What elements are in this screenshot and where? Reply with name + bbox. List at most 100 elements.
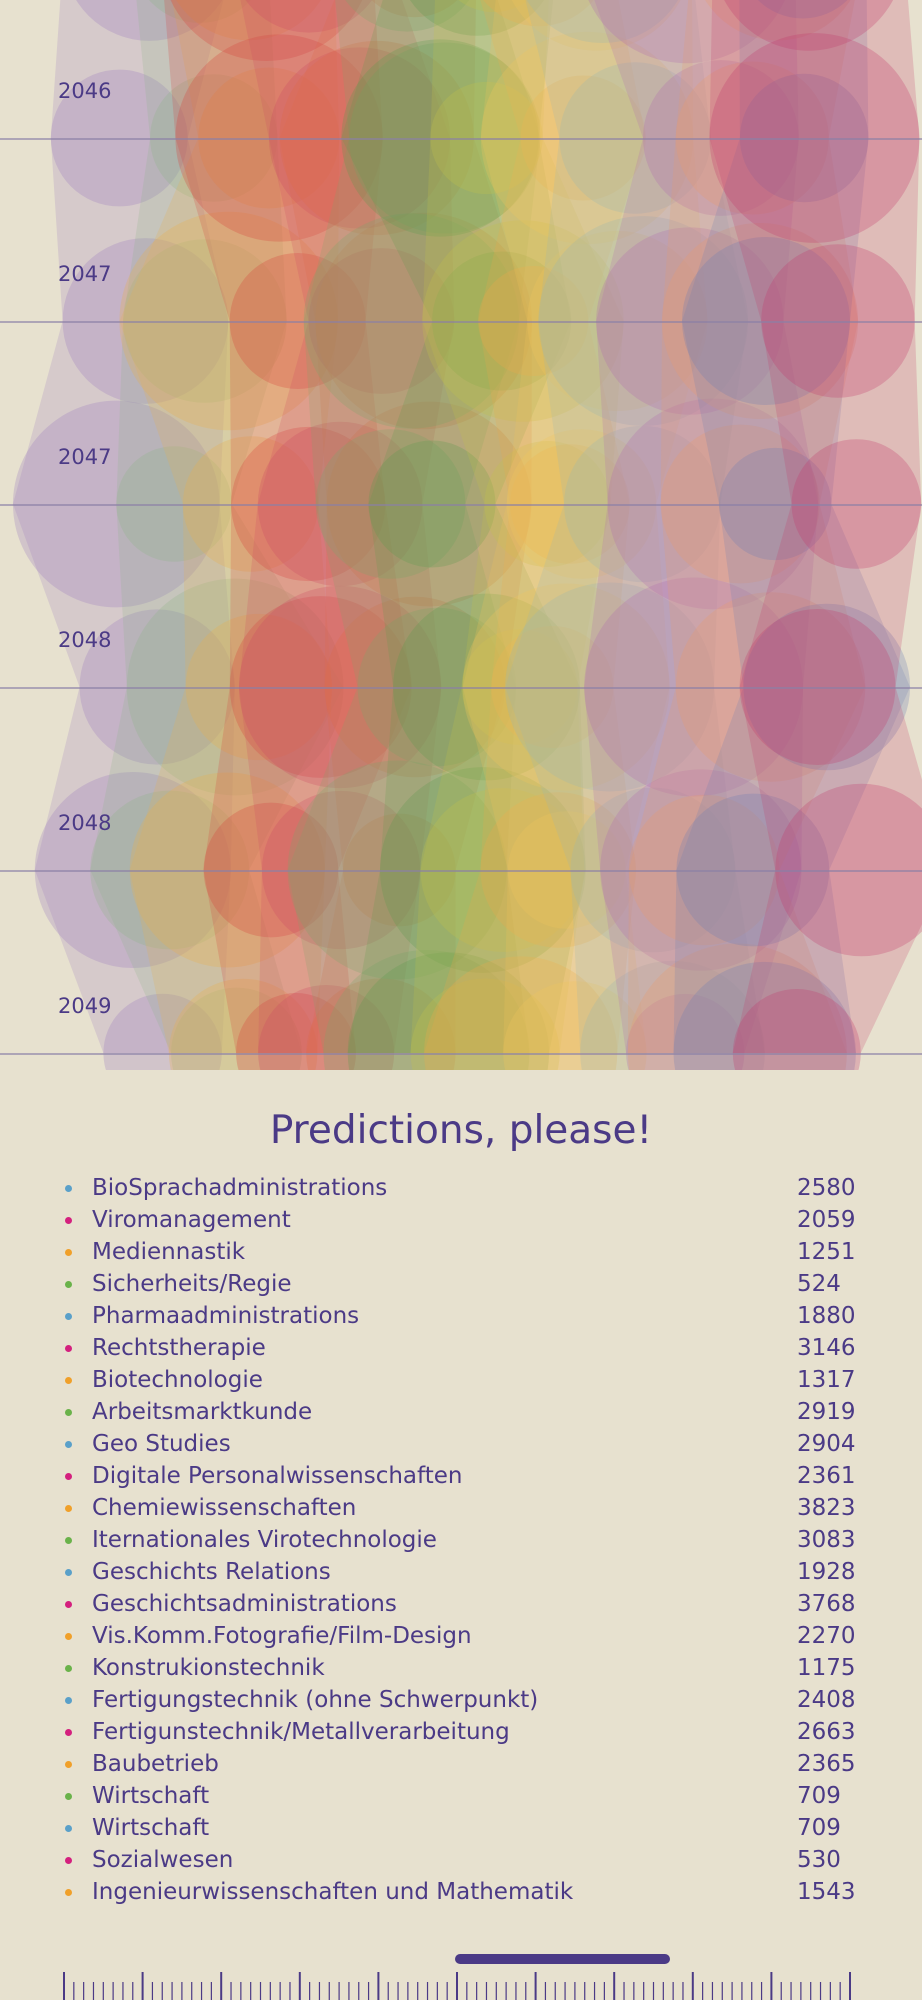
bubble (182, 436, 319, 572)
bubble (503, 981, 647, 1070)
bubble (149, 0, 251, 23)
bubble (410, 978, 560, 1070)
legend-item-name: Baubetrieb (92, 1751, 219, 1777)
bubble (198, 67, 340, 209)
legend-item: Fertigungstechnik (ohne Schwerpunkt) 2408 (62, 1684, 862, 1716)
bubble-band (627, 0, 866, 1053)
legend-item-name: Mediennastik (92, 1239, 246, 1265)
bubble (510, 444, 630, 564)
legend-item-name: Arbeitsmarktkunde (92, 1399, 313, 1425)
legend-dot-icon (65, 1665, 72, 1672)
bubble (580, 960, 765, 1070)
bubble (484, 440, 611, 568)
legend-item: Mediennastik 1251 (62, 1236, 862, 1268)
bubble (258, 985, 395, 1070)
bubble-band (424, 0, 646, 1053)
prediction-bubble-visualization (0, 0, 922, 1070)
bubble (505, 582, 715, 792)
bubble (559, 62, 711, 214)
legend-item: Konstrukionstechnik 1175 (62, 1652, 862, 1684)
bubble (743, 603, 911, 771)
legend-item-name: Geo Studies (92, 1431, 231, 1457)
legend-dot-icon (65, 1857, 72, 1864)
bubble (175, 34, 383, 242)
bubble (626, 993, 745, 1070)
bubble (324, 596, 506, 778)
bubble (245, 0, 373, 33)
legend-item-name: Pharmaadministrations (92, 1303, 360, 1329)
bubble (168, 978, 318, 1070)
bubble (478, 265, 589, 377)
bubble (732, 989, 861, 1070)
bubble (705, 0, 851, 41)
bubble (596, 227, 784, 415)
bubble (343, 813, 456, 927)
bubble (584, 577, 804, 797)
bubble (462, 583, 670, 791)
legend-item-name: Konstrukionstechnik (92, 1655, 325, 1681)
bubble (76, 0, 223, 41)
legend-dot-icon (65, 1249, 72, 1256)
legend-item-value: 2663 (797, 1719, 856, 1745)
legend-item-name: Iternationales Virotechnologie (92, 1527, 437, 1553)
bubble (422, 220, 624, 422)
bubble (287, 760, 507, 980)
legend-item-value: 1928 (797, 1559, 856, 1585)
bubble-band (279, 0, 532, 1053)
legend-item-value: 1317 (797, 1367, 856, 1393)
legend-item-name: Vis.Komm.Fotografie/Film-Design (92, 1623, 472, 1649)
bubble (170, 0, 363, 61)
bubble (349, 42, 541, 234)
legend-item-name: Fertigunstechnik/Metallverarbeitung (92, 1719, 510, 1745)
timeline-scrubber[interactable] (0, 1945, 922, 2000)
legend-dot-icon (65, 1825, 72, 1832)
legend-dot-icon (65, 1569, 72, 1576)
bubble-band (709, 0, 922, 1053)
legend-dot-icon (65, 1377, 72, 1384)
legend-item-name: Wirtschaft (92, 1815, 210, 1841)
legend-item: Geschichtsadministrations 3768 (62, 1588, 862, 1620)
bubble (480, 31, 694, 245)
bubble (176, 0, 321, 41)
bubble-band (164, 0, 412, 1053)
bubble (607, 398, 819, 610)
bubble (483, 0, 594, 27)
page-title: Predictions, please! (269, 1108, 653, 1153)
legend-item-name: Sicherheits/Regie (92, 1271, 292, 1297)
legend-item-value: 1251 (797, 1239, 856, 1265)
bubble (719, 447, 832, 561)
bubble (588, 0, 786, 64)
legend-item: Iternationales Virotechnologie 3083 (62, 1524, 862, 1556)
legend-item-value: 530 (797, 1847, 841, 1873)
legend-dot-icon (65, 1185, 72, 1192)
legend-dot-icon (65, 1217, 72, 1224)
scrubber-handle[interactable] (455, 1954, 670, 1964)
legend-item: Fertigunstechnik/Metallverarbeitung 2663 (62, 1716, 862, 1748)
legend-item-name: Digitale Personalwissenschaften (92, 1463, 463, 1489)
year-gridlines (0, 138, 922, 1055)
legend-item-name: Biotechnologie (92, 1367, 263, 1393)
legend-item-value: 1175 (797, 1655, 856, 1681)
year-label: 2047 (58, 262, 112, 286)
legend-dot-icon (65, 1537, 72, 1544)
legend-item-name: Fertigungstechnik (ohne Schwerpunkt) (92, 1687, 539, 1713)
legend-item-value: 2408 (797, 1687, 856, 1713)
legend-item-name: Rechtstherapie (92, 1335, 266, 1361)
legend-item-value: 709 (797, 1815, 841, 1841)
bubble (791, 439, 922, 569)
legend-item-name: Viromanagement (92, 1207, 291, 1233)
legend-item: Rechtstherapie 3146 (62, 1332, 862, 1364)
bubble (347, 952, 550, 1070)
legend-item-value: 3768 (797, 1591, 856, 1617)
legend-item-value: 524 (797, 1271, 841, 1297)
bubble (709, 33, 920, 243)
legend-item-name: Geschichts Relations (92, 1559, 331, 1585)
bubble (675, 592, 866, 782)
bubble (303, 213, 519, 429)
bubble (129, 772, 325, 968)
bubble (430, 81, 543, 195)
bubble (458, 0, 529, 13)
legend-item: Chemiewissenschaften 3823 (62, 1492, 862, 1524)
bubble (371, 0, 458, 18)
bubble (564, 425, 721, 583)
